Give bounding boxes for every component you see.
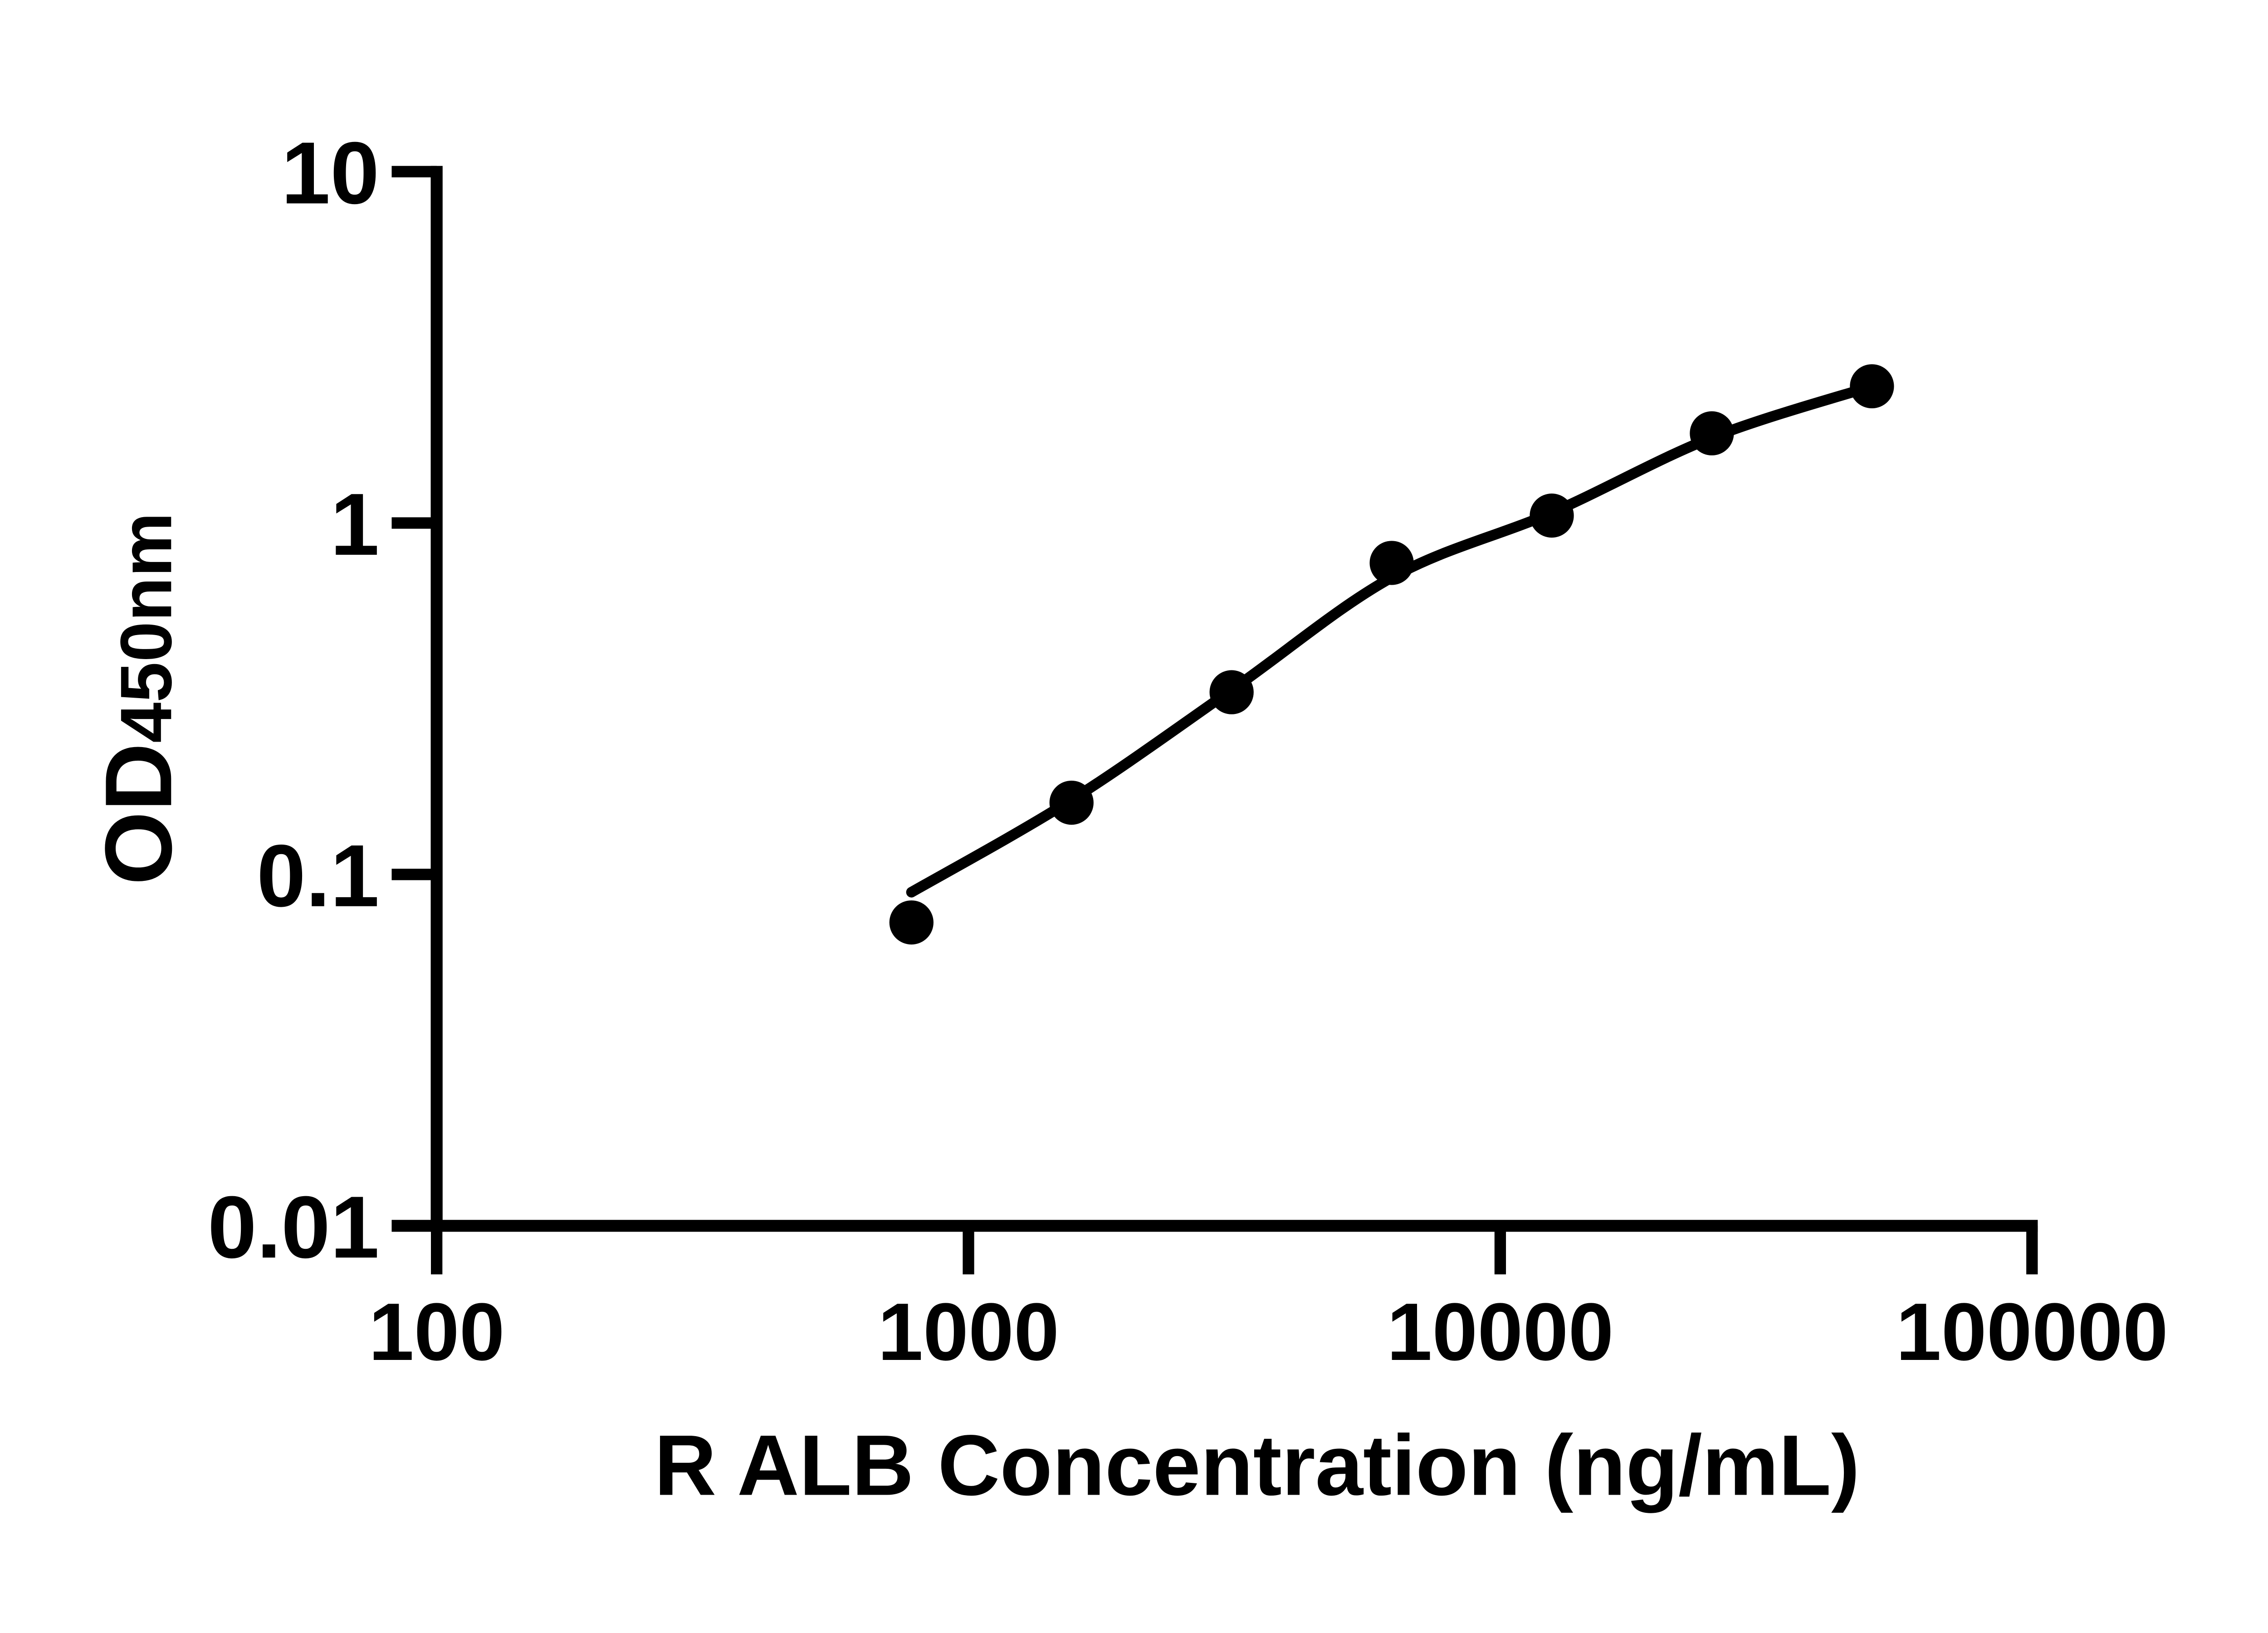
data-point <box>1049 780 1094 825</box>
x-axis-title: R ALB Concentration (ng/mL) <box>654 1418 1860 1514</box>
data-point <box>1369 541 1414 585</box>
x-tick-label-100000: 100000 <box>1896 1286 2168 1378</box>
y-tick-label-0.1: 0.1 <box>257 827 379 925</box>
data-point <box>1690 411 1734 455</box>
data-point <box>889 900 934 945</box>
chart-background <box>0 22 2268 1611</box>
y-axis-title-group: OD450nm <box>86 512 191 885</box>
y-tick-label-10: 10 <box>281 124 379 222</box>
x-tick-label-10000: 10000 <box>1387 1286 1613 1378</box>
y-axis-title-main: OD <box>86 743 191 885</box>
y-tick-label-0.01: 0.01 <box>208 1178 380 1276</box>
y-axis-title: OD450nm <box>86 512 191 885</box>
y-tick-label-1: 1 <box>330 475 379 574</box>
data-point <box>1209 670 1254 714</box>
y-axis-title-sub: 450nm <box>105 512 186 743</box>
data-point <box>1850 364 1894 409</box>
x-tick-label-1000: 1000 <box>878 1286 1059 1378</box>
x-tick-label-100: 100 <box>369 1286 505 1378</box>
data-point <box>1530 494 1574 538</box>
